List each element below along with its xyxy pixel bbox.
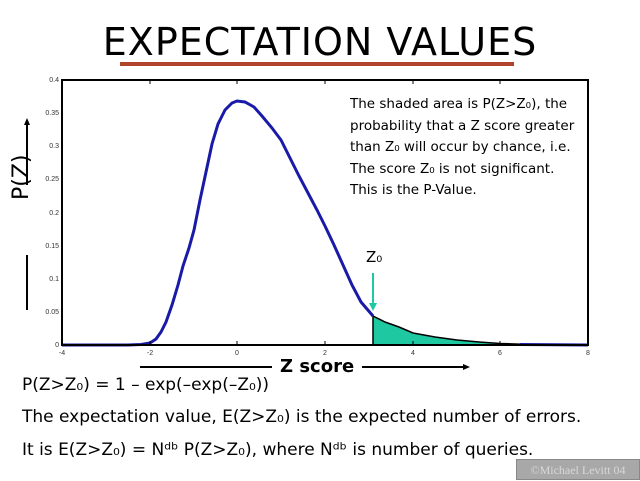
y-axis-ticks: 0 0.05 0.1 0.15 0.2 0.25 0.3 0.35 0.4	[45, 77, 59, 349]
p-value-shaded-area	[372, 314, 561, 346]
svg-text:6: 6	[498, 350, 502, 357]
pdf-curve	[62, 99, 375, 347]
svg-text:0.35: 0.35	[45, 110, 59, 117]
svg-text:8: 8	[586, 350, 590, 357]
svg-text:-4: -4	[59, 350, 65, 357]
annotation-text: The shaded area is P(Z>Z₀), the probabil…	[350, 96, 575, 198]
svg-text:0.4: 0.4	[49, 77, 59, 84]
credit-badge: ©Michael Levitt 04	[516, 459, 640, 480]
expectation-formula: It is E(Z>Z₀) = Nᵈᵇ P(Z>Z₀), where Nᵈᵇ i…	[22, 440, 534, 460]
svg-text:0.25: 0.25	[45, 176, 59, 183]
svg-text:-2: -2	[147, 350, 153, 357]
x-axis-ticks: -4 -2 0 2 4 6 8	[59, 350, 590, 357]
svg-text:0: 0	[235, 350, 239, 357]
svg-text:0.15: 0.15	[45, 243, 59, 250]
z0-marker-label: Z₀	[366, 248, 383, 266]
svg-text:0.1: 0.1	[49, 276, 59, 283]
svg-text:0.3: 0.3	[49, 143, 59, 150]
title-underline	[120, 62, 514, 66]
svg-text:0: 0	[55, 342, 59, 349]
equation-p-value: P(Z>Z₀) = 1 – exp(–exp(–Z₀))	[22, 375, 270, 395]
page-title: EXPECTATION VALUES	[102, 20, 538, 64]
y-axis-label: P(Z)	[9, 154, 34, 200]
svg-text:4: 4	[411, 350, 415, 357]
svg-text:2: 2	[323, 350, 327, 357]
z0-arrow	[369, 273, 377, 311]
x-axis-label: Z score	[280, 356, 355, 377]
svg-text:0.2: 0.2	[49, 210, 59, 217]
expectation-definition: The expectation value, E(Z>Z₀) is the ex…	[22, 407, 582, 427]
svg-text:0.05: 0.05	[45, 309, 59, 316]
